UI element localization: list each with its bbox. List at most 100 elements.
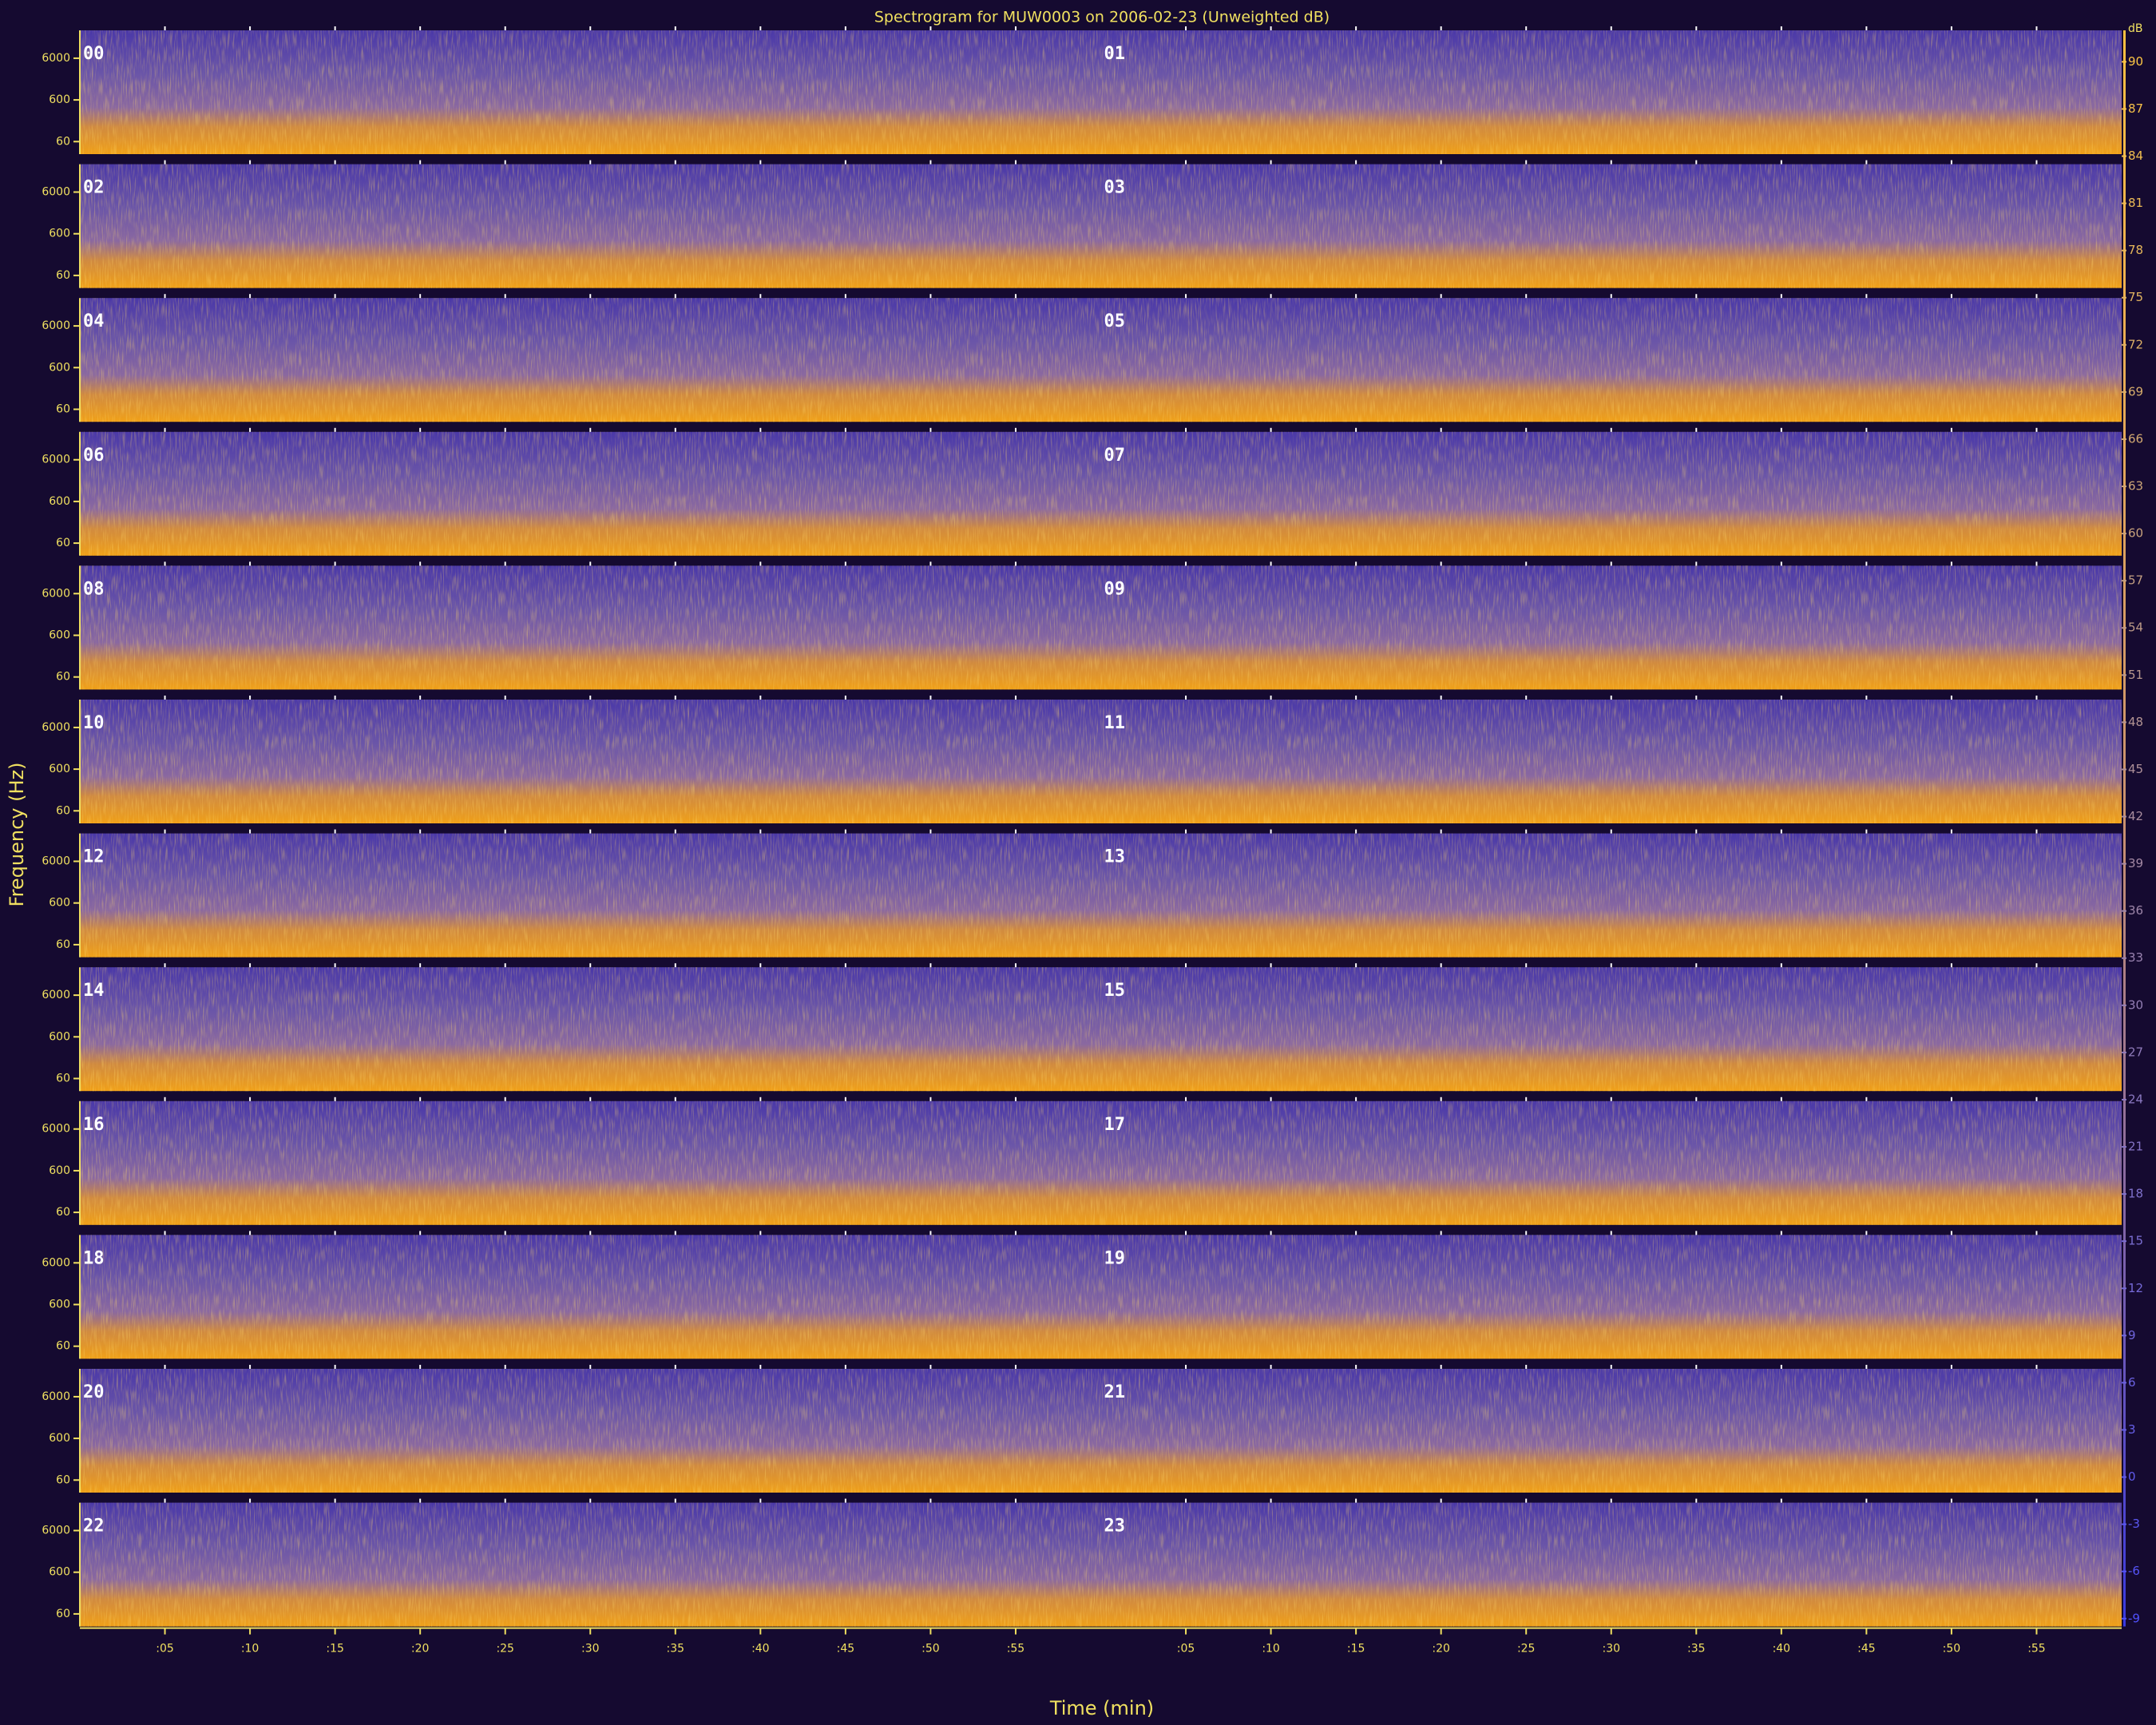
- x-tick-label: :40: [1773, 1643, 1791, 1656]
- y-tick-label: 60: [56, 671, 70, 684]
- y-tick-label: 60: [56, 537, 70, 549]
- colorbar-tick-label: -3: [2128, 1517, 2140, 1531]
- x-axis-label: Time (min): [1049, 1697, 1154, 1719]
- y-tick-label: 6000: [42, 855, 70, 868]
- y-tick-label: 600: [49, 1164, 70, 1177]
- y-tick-label: 600: [49, 1299, 70, 1311]
- colorbar-tick-label: 27: [2128, 1045, 2143, 1059]
- spectrogram-texture: [80, 1369, 2122, 1493]
- spectrogram-texture: [80, 1235, 2122, 1359]
- y-tick-label: 600: [49, 1432, 70, 1445]
- colorbar-tick-label: 87: [2128, 101, 2143, 116]
- colorbar-tick-label: 6: [2128, 1375, 2136, 1390]
- y-tick-label: 600: [49, 763, 70, 775]
- y-tick-label: 60: [56, 1206, 70, 1219]
- colorbar-tick-label: 90: [2128, 54, 2143, 69]
- x-tick-label: :25: [1517, 1643, 1536, 1656]
- y-tick-label: 60: [56, 1608, 70, 1620]
- colorbar-tick-label: 48: [2128, 715, 2143, 729]
- hour-label: 04: [83, 311, 105, 331]
- hour-label: 20: [83, 1382, 105, 1402]
- colorbar-tick-label: 15: [2128, 1234, 2143, 1248]
- spectrogram-texture: [80, 298, 2122, 422]
- y-tick-label: 6000: [42, 721, 70, 734]
- y-tick-label: 600: [49, 1030, 70, 1043]
- chart-title: Spectrogram for MUW0003 on 2006-02-23 (U…: [874, 9, 1330, 26]
- y-tick-label: 600: [49, 93, 70, 106]
- hour-label: 03: [1104, 178, 1126, 198]
- hour-label: 18: [83, 1248, 105, 1268]
- spectrogram-texture: [80, 164, 2122, 288]
- y-tick-label: 6000: [42, 1256, 70, 1269]
- x-tick-label: :55: [2027, 1643, 2046, 1656]
- x-tick-label: :50: [1943, 1643, 1961, 1656]
- colorbar-tick-label: 54: [2128, 621, 2143, 635]
- y-tick-label: 600: [49, 629, 70, 642]
- x-tick-label: :15: [1347, 1643, 1365, 1656]
- colorbar-tick-label: 18: [2128, 1187, 2143, 1201]
- x-tick-label: :55: [1007, 1643, 1025, 1656]
- colorbar-tick-label: 78: [2128, 243, 2143, 257]
- colorbar-tick-label: 24: [2128, 1092, 2143, 1106]
- spectrogram-texture: [80, 967, 2122, 1092]
- colorbar-tick-label: 60: [2128, 526, 2143, 541]
- y-tick-label: 600: [49, 1566, 70, 1579]
- hour-label: 01: [1104, 44, 1126, 64]
- y-tick-label: 60: [56, 135, 70, 148]
- hour-label: 00: [83, 44, 105, 64]
- x-tick-label: :40: [751, 1643, 770, 1656]
- y-tick-label: 6000: [42, 587, 70, 600]
- y-tick-label: 6000: [42, 454, 70, 466]
- y-tick-label: 600: [49, 361, 70, 374]
- hour-label: 15: [1104, 981, 1126, 1001]
- colorbar: [2123, 30, 2126, 1627]
- spectrogram-texture: [80, 431, 2122, 556]
- x-tick-label: :30: [1602, 1643, 1620, 1656]
- colorbar-tick-label: 66: [2128, 431, 2143, 446]
- colorbar-tick-label: 0: [2128, 1469, 2136, 1484]
- colorbar-tick-label: 9: [2128, 1328, 2136, 1342]
- y-tick-label: 6000: [42, 319, 70, 332]
- x-tick-label: :05: [1177, 1643, 1195, 1656]
- hour-label: 05: [1104, 311, 1126, 331]
- x-tick-label: :10: [241, 1643, 260, 1656]
- hour-label: 10: [83, 713, 105, 733]
- colorbar-tick-label: 33: [2128, 950, 2143, 965]
- hour-label: 21: [1104, 1382, 1126, 1402]
- colorbar-tick-label: 30: [2128, 997, 2143, 1012]
- y-tick-label: 6000: [42, 52, 70, 65]
- hour-label: 12: [83, 847, 105, 867]
- y-tick-label: 60: [56, 269, 70, 282]
- colorbar-tick-label: 12: [2128, 1281, 2143, 1295]
- colorbar-tick-label: 42: [2128, 809, 2143, 823]
- hour-label: 02: [83, 178, 105, 198]
- colorbar-tick-label: 45: [2128, 762, 2143, 776]
- x-tick-label: :20: [411, 1643, 430, 1656]
- y-tick-label: 6000: [42, 186, 70, 199]
- hour-label: 06: [83, 446, 105, 466]
- hour-label: 11: [1104, 713, 1126, 733]
- colorbar-tick-label: 81: [2128, 196, 2143, 210]
- hour-label: 14: [83, 981, 105, 1001]
- y-tick-label: 600: [49, 897, 70, 910]
- x-tick-label: :35: [1687, 1643, 1706, 1656]
- hour-label: 07: [1104, 446, 1126, 466]
- colorbar-tick-label: 84: [2128, 149, 2143, 163]
- hour-label: 22: [83, 1517, 105, 1537]
- colorbar-tick-label: -6: [2128, 1564, 2140, 1578]
- spectrogram-texture: [80, 1100, 2122, 1225]
- colorbar-tick-label: 57: [2128, 573, 2143, 588]
- spectrogram-texture: [80, 30, 2122, 154]
- y-tick-label: 60: [56, 1340, 70, 1353]
- colorbar-tick-label: 36: [2128, 903, 2143, 918]
- x-tick-label: :15: [326, 1643, 344, 1656]
- y-axis-label: Frequency (Hz): [6, 763, 28, 907]
- y-tick-label: 6000: [42, 1123, 70, 1136]
- spectrogram-texture: [80, 700, 2122, 823]
- x-tick-label: :25: [496, 1643, 514, 1656]
- spectrogram-texture: [80, 565, 2122, 690]
- y-tick-label: 600: [49, 495, 70, 508]
- colorbar-tick-label: 69: [2128, 384, 2143, 399]
- hour-label: 23: [1104, 1517, 1126, 1537]
